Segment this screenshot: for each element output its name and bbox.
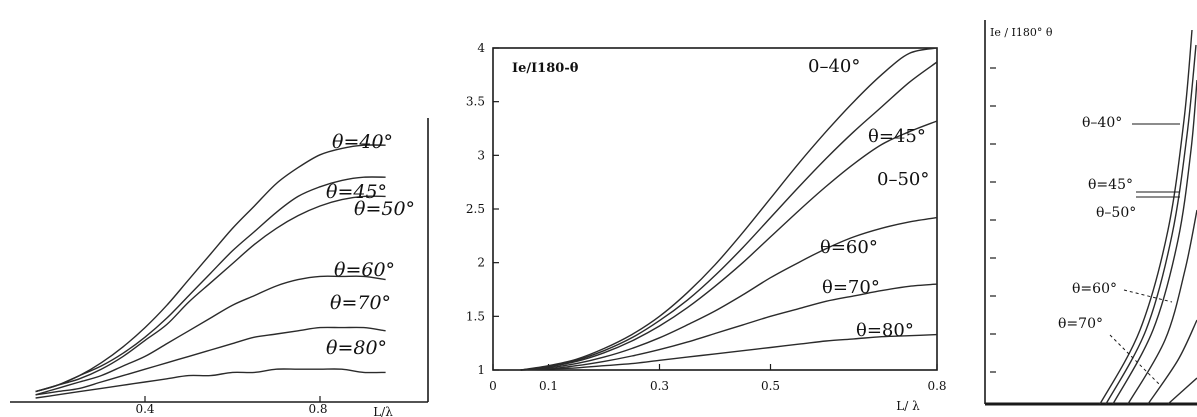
y-tick-middle: 3.5 (466, 95, 485, 109)
leader-right-60 (1123, 289, 1173, 303)
ticks-right (990, 67, 996, 373)
series-line-left-5 (35, 326, 386, 396)
chart-panel-left: 0.4 0.8 L/λ θ=40° θ=45° θ=50° θ=60° θ=70… (10, 118, 429, 417)
x-tick-left-2: 0.8 (308, 402, 327, 416)
series-label-middle-40: 0–40° (808, 56, 860, 77)
series-line-left-1 (35, 144, 386, 393)
series-line-left-2 (35, 176, 386, 393)
series-line-right-6 (1167, 377, 1197, 405)
curves-left (35, 144, 386, 399)
series-line-right-2 (1105, 44, 1197, 405)
series-line-left-6 (35, 368, 386, 399)
series-label-left-45: θ=45° (326, 181, 387, 203)
series-line-right-3 (1112, 79, 1197, 405)
series-label-left-80: θ=80° (326, 337, 387, 359)
series-line-middle-6 (520, 333, 938, 371)
series-label-middle-45: θ=45° (868, 126, 926, 147)
series-line-left-3 (35, 195, 386, 393)
x-axis-label-left: L/λ (373, 405, 393, 417)
x-tick-middle: 0.1 (539, 379, 558, 393)
series-label-right-45: θ=45° (1088, 177, 1133, 193)
series-line-middle-2 (520, 61, 938, 371)
series-line-right-5 (1147, 319, 1197, 405)
series-label-middle-70: θ=70° (822, 277, 880, 298)
chart-title-middle: Ie/I180-θ (512, 61, 579, 76)
chart-panel-middle: Ie/I180-θ 1 1.5 2 2.5 3 3.5 4 0 0.1 0.3 0.5 0.8 L/ … (466, 41, 947, 413)
series-label-middle-60: θ=60° (820, 237, 878, 258)
series-line-right-4 (1127, 209, 1197, 405)
series-label-right-40: θ–40° (1082, 115, 1122, 131)
series-label-left-60: θ=60° (334, 259, 395, 281)
series-label-right-60: θ=60° (1072, 281, 1117, 297)
series-label-middle-80: θ=80° (856, 320, 914, 341)
chart-panel-right: Ie / I180° θ θ–40° θ=45° θ–50° θ=60° θ=7… (984, 20, 1197, 406)
ticks-middle: 1 1.5 2 2.5 3 3.5 4 0 0.1 0.3 0.5 0.8 (466, 41, 947, 393)
y-tick-middle: 3 (477, 148, 485, 162)
x-tick-middle: 0.3 (650, 379, 669, 393)
series-line-middle-1 (520, 47, 938, 371)
series-label-right-50: θ–50° (1096, 205, 1136, 221)
series-line-middle-3 (520, 120, 938, 371)
series-line-middle-5 (520, 283, 938, 371)
y-tick-middle: 2.5 (466, 202, 485, 216)
y-tick-middle: 2 (477, 256, 485, 270)
x-tick-left-1: 0.4 (135, 402, 154, 416)
series-label-right-70: θ=70° (1058, 316, 1103, 332)
y-tick-middle: 1 (477, 363, 485, 377)
curves-middle (520, 47, 938, 371)
y-tick-middle: 1.5 (466, 309, 485, 323)
chart-title-right: Ie / I180° θ (990, 26, 1053, 39)
series-line-left-4 (35, 275, 386, 396)
series-label-left-50: θ=50° (354, 198, 415, 220)
x-axis-label-middle: L/ λ (896, 399, 920, 413)
x-tick-middle: 0.8 (927, 379, 946, 393)
series-line-middle-4 (520, 216, 938, 371)
x-tick-middle: 0 (489, 379, 497, 393)
series-label-left-70: θ=70° (330, 292, 391, 314)
series-label-left-40: θ=40° (332, 131, 393, 153)
x-tick-middle: 0.5 (761, 379, 780, 393)
y-tick-middle: 4 (477, 41, 485, 55)
series-label-middle-50: 0–50° (877, 169, 929, 190)
